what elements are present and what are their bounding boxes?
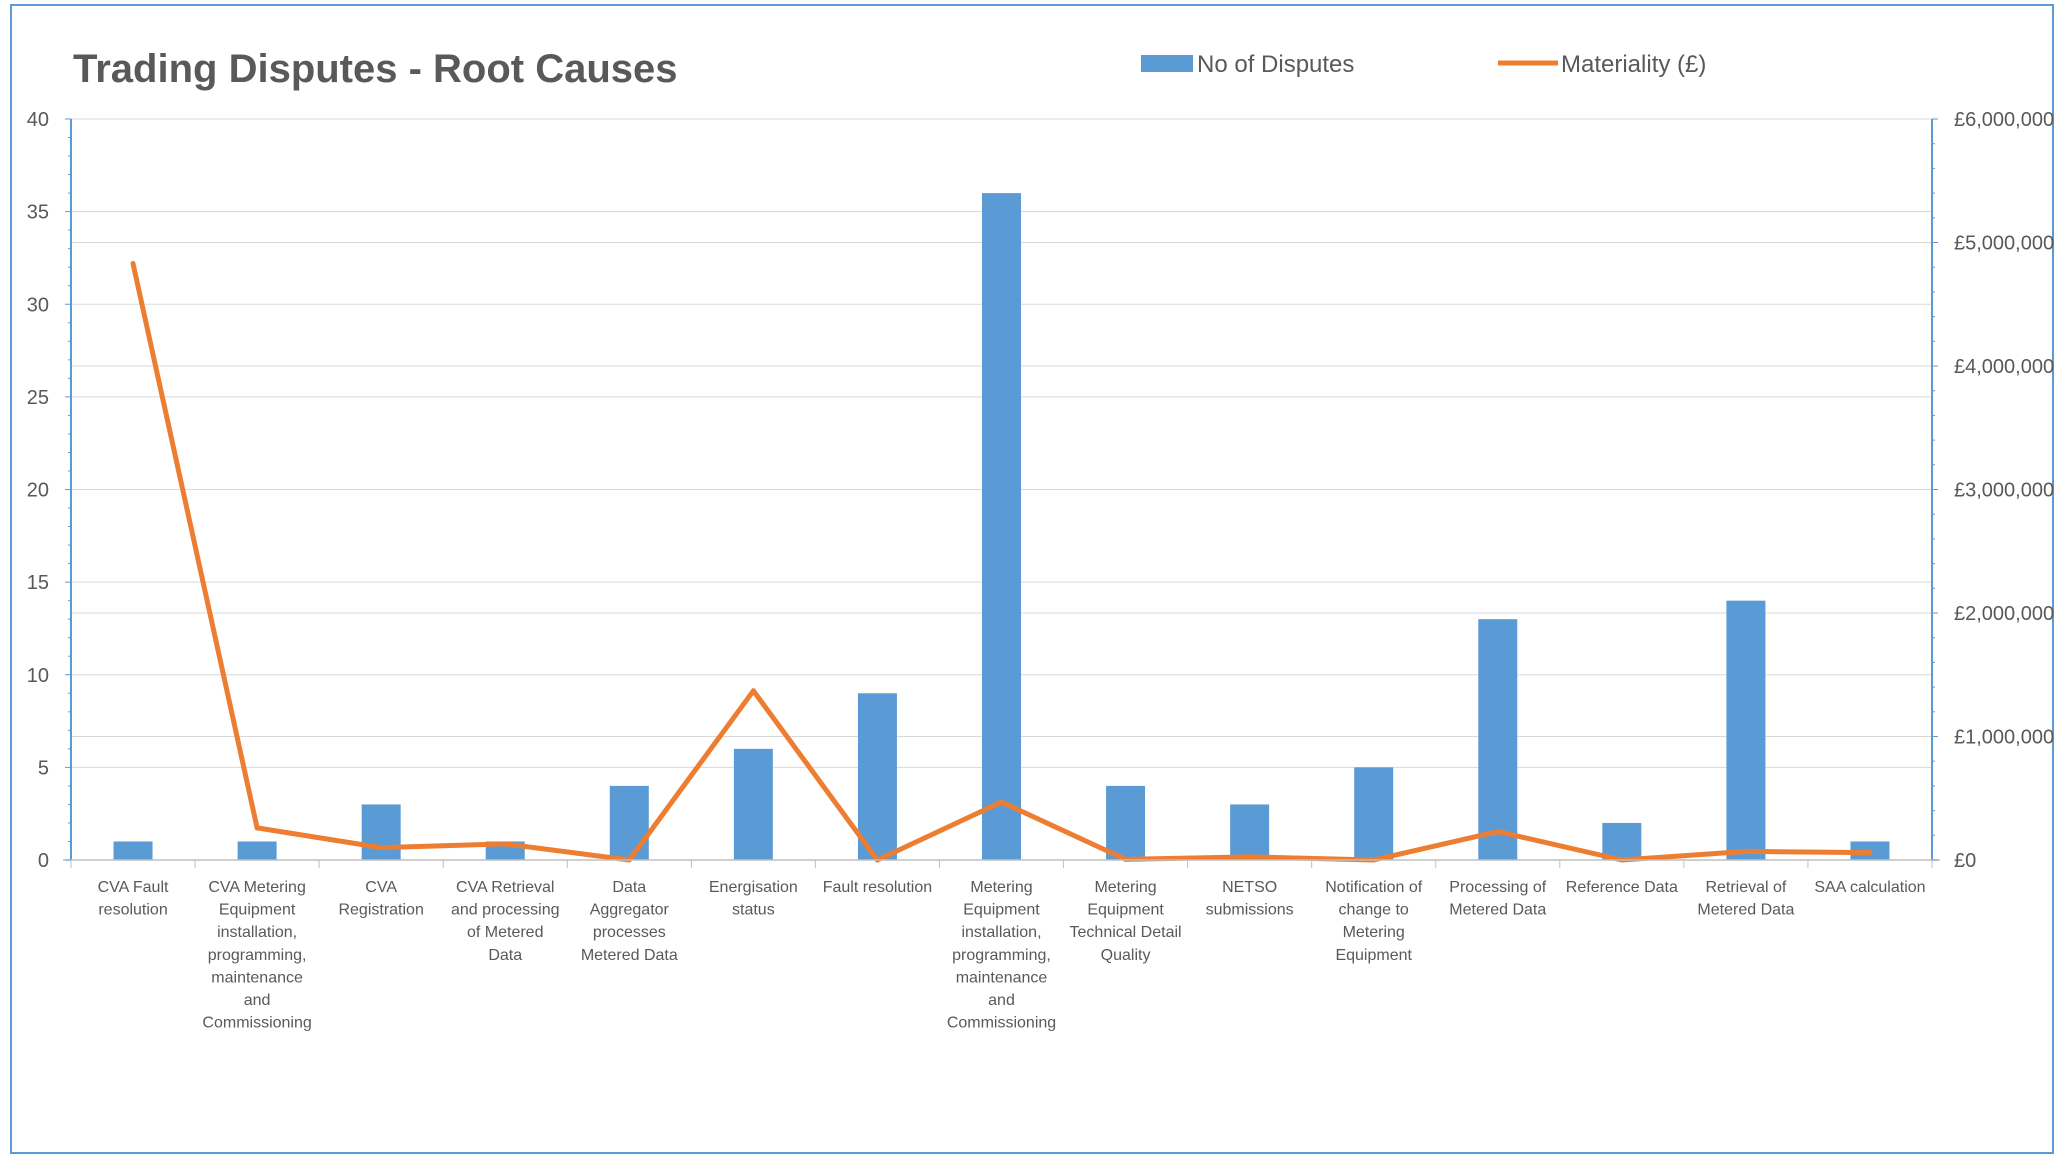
line-point <box>999 799 1004 805</box>
left-axis-tick-label: 20 <box>27 480 49 502</box>
category-label: NETSO submissions <box>1206 879 1294 919</box>
bar <box>857 693 897 860</box>
category-label: CVA Fault resolution <box>98 879 169 919</box>
line-point <box>1867 850 1873 856</box>
line-point <box>1743 848 1749 854</box>
bar <box>1478 619 1518 860</box>
left-axis-tick-label: 15 <box>27 572 49 594</box>
category-label: Data Aggregator processes Metered Data <box>581 879 678 964</box>
bar <box>361 804 401 860</box>
right-axis-tick-label: £5,000,000 <box>1954 233 2054 255</box>
bar <box>113 841 153 860</box>
category-label: Metering Equipment installation, programmin… <box>947 879 1056 1032</box>
category-label: CVA Registration <box>338 879 423 919</box>
bar <box>982 193 1021 861</box>
bar <box>1602 822 1642 860</box>
left-axis-tick-label: 10 <box>27 665 49 687</box>
right-axis-tick-label: £0 <box>1954 850 1976 872</box>
left-axis-tick-label: 40 <box>27 109 49 131</box>
bar <box>1230 804 1270 860</box>
legend-bar-swatch <box>1141 55 1193 72</box>
right-axis-ticks: £0 £1,000,000 £2,000,000 £3,000,000 £4,000,0… <box>1954 109 2054 872</box>
bar-series <box>113 193 1890 861</box>
right-axis-tick-label: £6,000,000 <box>1954 109 2054 131</box>
line-point <box>254 825 260 831</box>
chart: Trading Disputes - Root Causes No of Dis… <box>27 47 2054 1032</box>
category-label: Processing of Metered Data <box>1449 879 1546 919</box>
bar <box>609 785 649 860</box>
category-label: Notification of change to Metering Equipmen… <box>1325 879 1422 964</box>
bar <box>1106 785 1146 860</box>
right-axis-tick-label: £1,000,000 <box>1954 727 2054 749</box>
category-label: Retrieval of Metered Data <box>1697 879 1794 919</box>
left-axis-tick-label: 0 <box>38 850 49 872</box>
bar <box>1726 600 1766 860</box>
line-point <box>502 841 508 847</box>
legend: No of Disputes Materiality (£) <box>1141 51 1706 78</box>
left-axis-ticks: 0 5 10 15 20 25 30 35 40 <box>27 109 49 872</box>
right-axis-tick-label: £4,000,000 <box>1954 356 2054 378</box>
left-axis-tick-label: 25 <box>27 387 49 409</box>
category-labels: CVA Fault resolution CVA Metering Equipment… <box>98 879 1926 1032</box>
category-label: SAA calculation <box>1814 879 1925 896</box>
line-point <box>1495 829 1501 835</box>
bar <box>237 841 277 860</box>
bar <box>733 748 773 860</box>
line-point <box>130 260 136 266</box>
bar <box>1354 767 1394 860</box>
axes <box>63 118 1940 868</box>
legend-line-label: Materiality (£) <box>1561 51 1706 78</box>
legend-bar-label: No of Disputes <box>1197 51 1354 78</box>
category-label: CVA Metering Equipment installation, progra… <box>202 879 311 1032</box>
right-axis-tick-label: £3,000,000 <box>1954 480 2054 502</box>
category-label: Metering Equipment Technical Detail Quality <box>1070 879 1182 964</box>
category-label: Fault resolution <box>823 879 932 896</box>
line-point <box>750 688 756 694</box>
category-label: Energisation status <box>709 879 798 919</box>
chart-title: Trading Disputes - Root Causes <box>73 47 678 91</box>
category-label: Reference Data <box>1566 879 1678 896</box>
left-axis-tick-label: 30 <box>27 294 49 316</box>
left-axis-tick-label: 35 <box>27 202 49 224</box>
left-axis-tick-label: 5 <box>38 757 49 779</box>
category-label: CVA Retrieval and processing of Metered Dat… <box>451 879 560 964</box>
line-point <box>1247 854 1253 860</box>
chart-frame <box>10 4 2054 1154</box>
line-point <box>378 845 384 851</box>
right-axis-tick-label: £2,000,000 <box>1954 603 2054 625</box>
